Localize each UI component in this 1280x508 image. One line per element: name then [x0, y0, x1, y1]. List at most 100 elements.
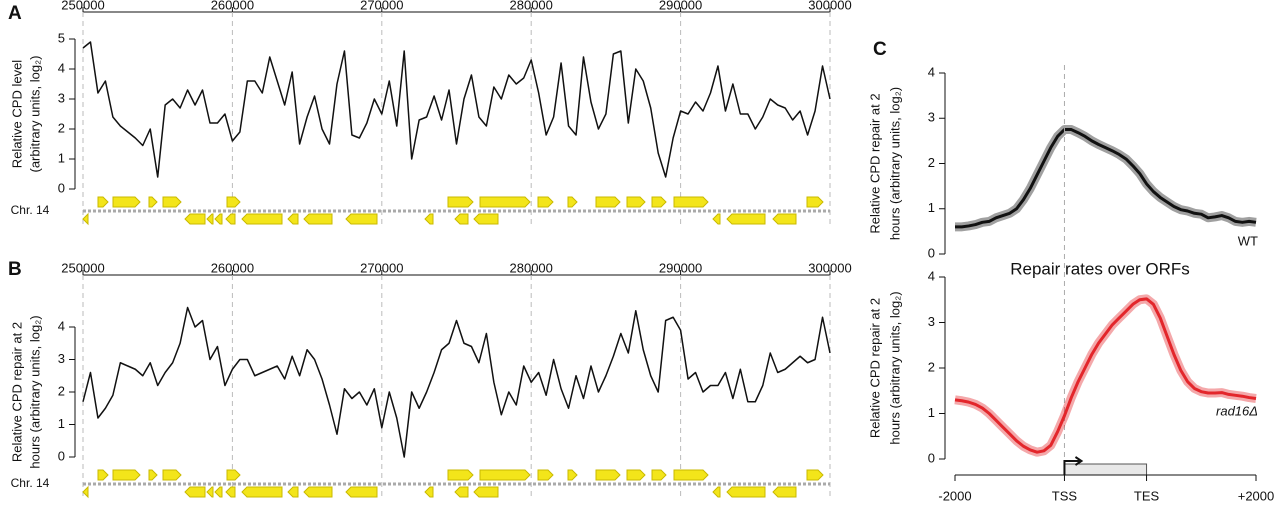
gene-arrow	[162, 196, 182, 208]
y-tick-label: 4	[58, 318, 65, 333]
y-tick-label: 3	[58, 351, 65, 366]
gene-arrow	[537, 469, 554, 481]
x-tick-label: 270000	[360, 260, 403, 275]
y-tick-label: 1	[928, 200, 935, 215]
gene-arrow	[226, 469, 241, 481]
gene-arrow	[148, 196, 158, 208]
series-label: rad16Δ	[1216, 403, 1258, 418]
gene-arrow	[225, 486, 236, 498]
gene-arrow	[82, 485, 89, 499]
gene-arrow	[651, 469, 667, 481]
gene-arrow	[454, 486, 469, 498]
y-axis-label: Relative CPD level	[9, 60, 24, 168]
y-axis-label: hours (arbitrary units, log₂)	[27, 315, 42, 468]
x-tick-label: 300000	[808, 0, 851, 12]
gene-arrow	[162, 469, 182, 481]
line	[82, 306, 831, 458]
gene-arrow	[772, 213, 797, 225]
gene-arrow	[287, 213, 299, 225]
panel-label: A	[8, 3, 22, 24]
gene-arrow	[447, 469, 474, 481]
gene-arrow	[806, 469, 824, 481]
x-tick-label: 260000	[211, 260, 254, 275]
gene-arrow	[537, 196, 554, 208]
gene-arrow	[112, 196, 141, 208]
y-tick-label: 2	[928, 359, 935, 374]
y-tick-label: 2	[928, 155, 935, 170]
confidence-band	[955, 125, 1257, 232]
gene-arrow	[567, 469, 578, 481]
gene-arrow	[148, 469, 158, 481]
track-label: Chr. 14	[11, 476, 50, 490]
y-axis-label: (arbitrary units, log₂)	[27, 55, 42, 172]
y-tick-label: 0	[928, 245, 935, 260]
y-tick-label: 2	[58, 120, 65, 135]
gene-arrow	[595, 469, 621, 481]
y-tick-label: 1	[58, 416, 65, 431]
gene-arrow	[479, 196, 531, 208]
y-tick-label: 1	[928, 405, 935, 420]
gene-arrow	[303, 486, 333, 498]
y-tick-label: 5	[58, 30, 65, 45]
gene-arrow	[241, 213, 283, 225]
gene-arrow	[214, 213, 223, 225]
gene-arrow	[712, 213, 721, 225]
gene-arrow	[82, 212, 89, 226]
gene-arrow	[345, 486, 378, 498]
gene-arrow	[97, 469, 109, 481]
gene-arrow	[184, 486, 206, 498]
y-tick-label: 0	[58, 448, 65, 463]
x-tick-label: 300000	[808, 260, 851, 275]
gene-arrow	[225, 213, 236, 225]
gene-arrow	[241, 486, 283, 498]
x-tick-label: 250000	[61, 0, 104, 12]
y-axis-label: Relative CPD repair at 2	[867, 93, 882, 233]
y-tick-label: 4	[58, 60, 65, 75]
x-tick-label: TES	[1134, 488, 1160, 503]
line	[82, 41, 831, 178]
gene-arrow	[626, 469, 646, 481]
gene-arrow	[226, 196, 241, 208]
x-tick-label: 290000	[659, 0, 702, 12]
gene-arrow	[651, 196, 667, 208]
gene-arrow	[206, 486, 214, 498]
y-tick-label: 0	[928, 450, 935, 465]
x-tick-label: TSS	[1052, 488, 1078, 503]
gene-arrow	[726, 213, 766, 225]
gene-arrow	[345, 213, 378, 225]
y-tick-label: 4	[928, 268, 935, 283]
orf-box	[1063, 463, 1148, 476]
gene-arrow	[424, 213, 434, 225]
x-tick-label: -2000	[938, 488, 971, 503]
gene-arrow	[303, 213, 333, 225]
chart-title: Repair rates over ORFs	[1010, 259, 1190, 278]
y-tick-label: 3	[928, 314, 935, 329]
panel-label: C	[873, 39, 887, 60]
x-tick-label: 250000	[61, 260, 104, 275]
gene-arrow	[424, 486, 434, 498]
series-label: WT	[1238, 233, 1258, 248]
track-label: Chr. 14	[11, 203, 50, 217]
tss-arrow	[1063, 456, 1084, 475]
x-tick-label: +2000	[1238, 488, 1275, 503]
confidence-band	[954, 294, 1257, 457]
x-tick-label: 260000	[211, 0, 254, 12]
y-axis-label: hours (arbitrary units, log₂)	[887, 87, 902, 240]
gene-arrow	[447, 196, 474, 208]
gene-arrow	[206, 213, 214, 225]
gene-arrow	[112, 469, 141, 481]
y-tick-label: 2	[58, 383, 65, 398]
x-tick-label: 280000	[510, 0, 553, 12]
y-axis-label: hours (arbitrary units, log₂)	[887, 291, 902, 444]
gene-arrow	[567, 196, 578, 208]
y-axis-label: Relative CPD repair at 2	[867, 298, 882, 438]
gene-arrow	[473, 213, 499, 225]
y-tick-label: 3	[58, 90, 65, 105]
gene-arrow	[184, 213, 206, 225]
gene-arrow	[595, 196, 621, 208]
y-tick-label: 4	[928, 64, 935, 79]
gene-arrow	[673, 196, 709, 208]
x-tick-label: 290000	[659, 260, 702, 275]
